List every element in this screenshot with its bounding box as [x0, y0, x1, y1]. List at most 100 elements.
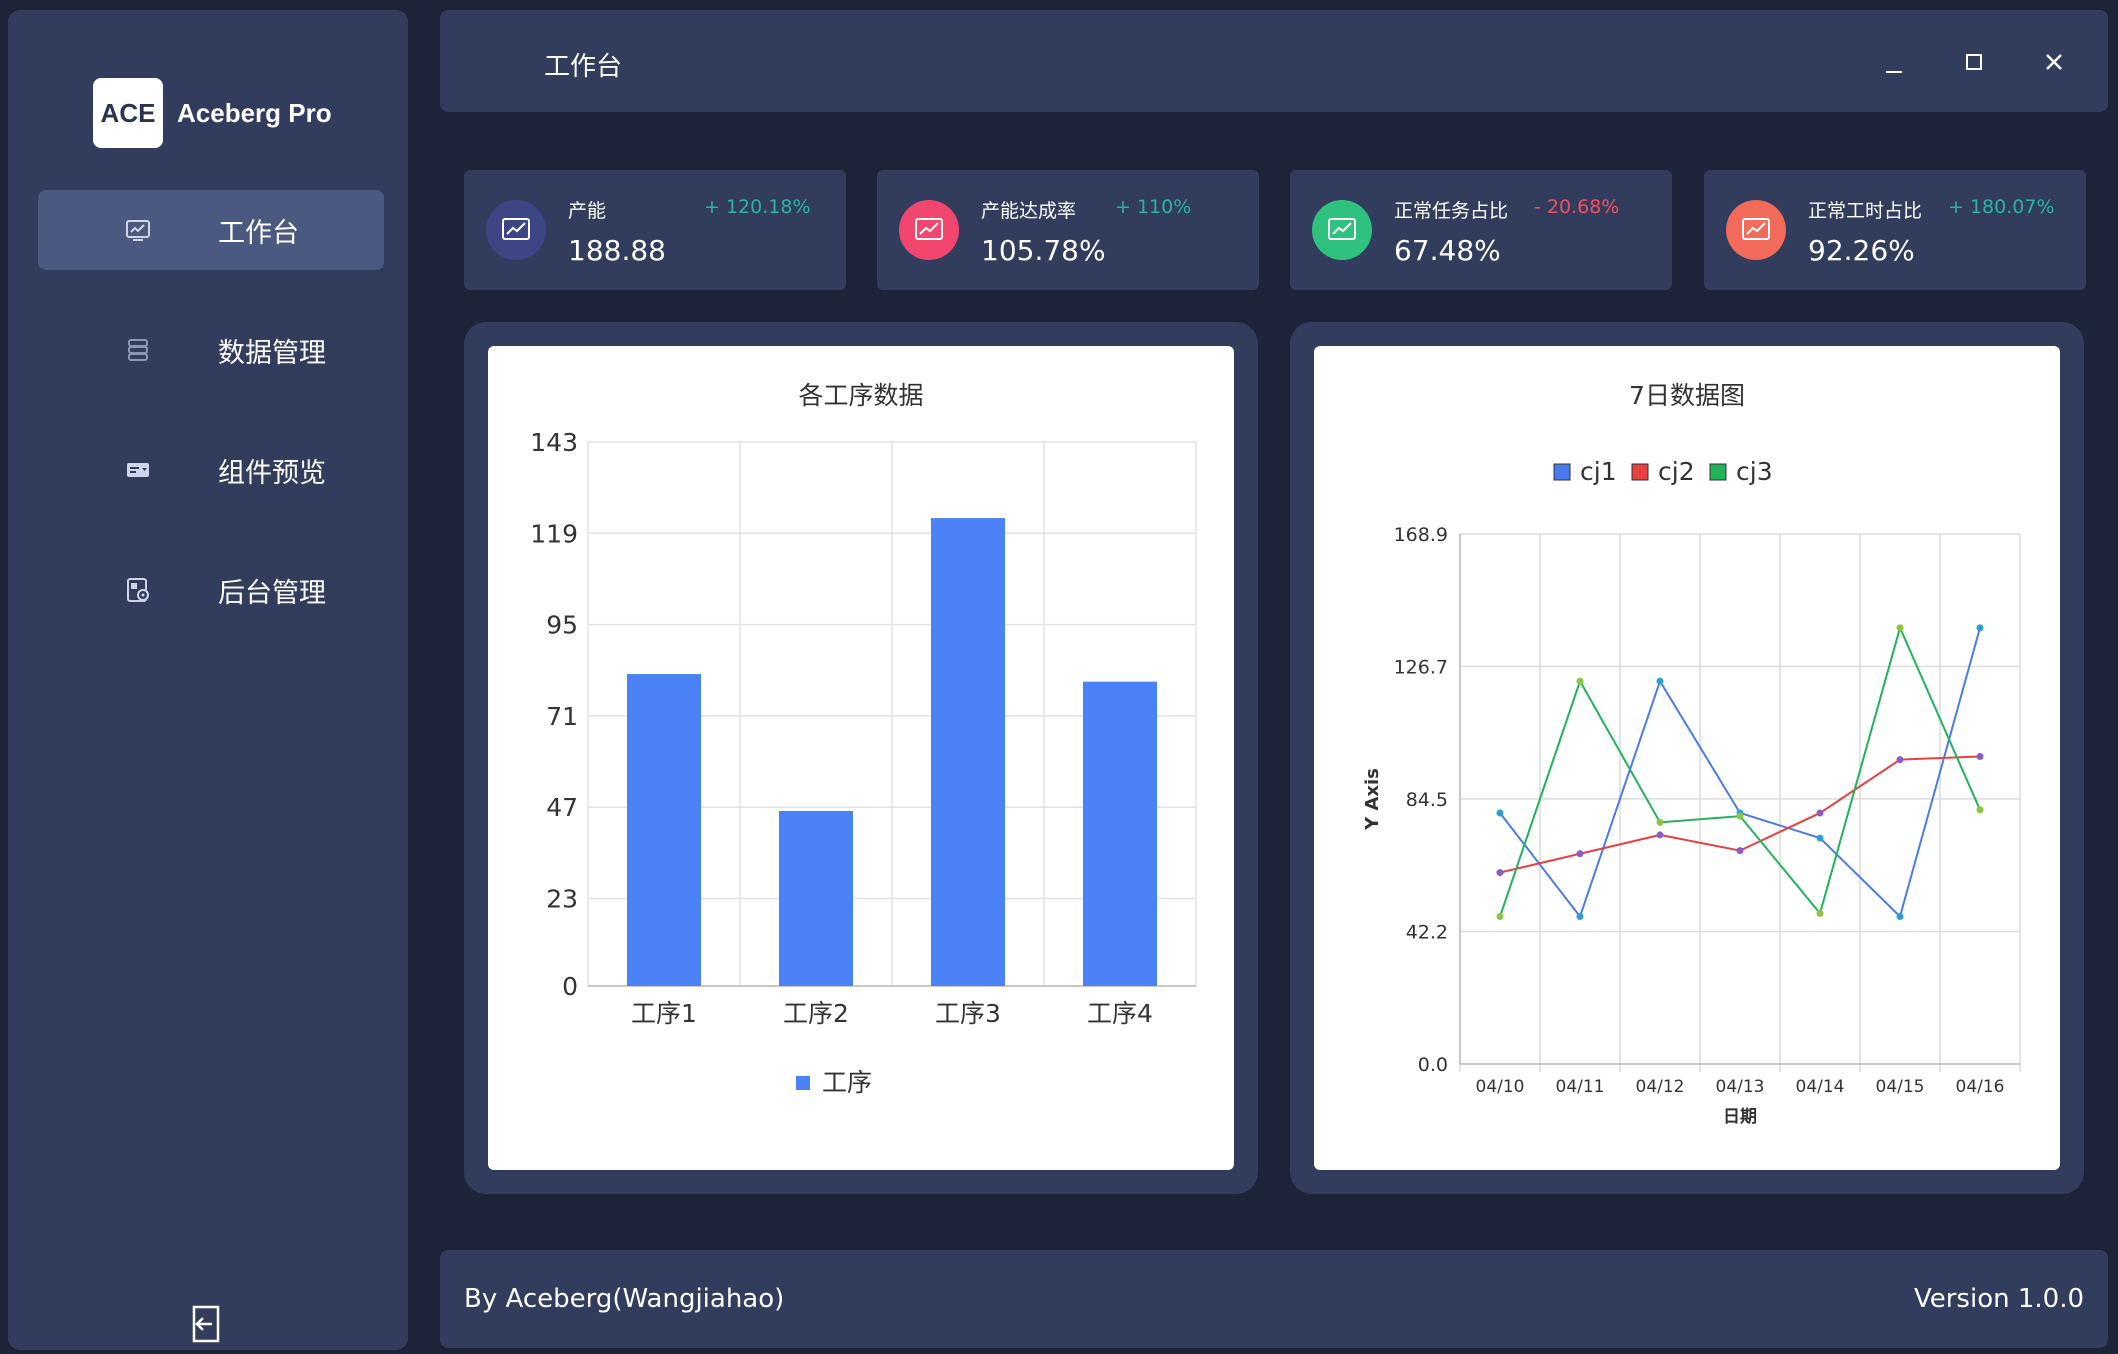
x-tick-label: 04/14	[1796, 1077, 1845, 1097]
maximize-icon	[1966, 54, 1982, 70]
sidebar-item-data[interactable]: 数据管理	[38, 310, 384, 390]
data-point	[1496, 809, 1504, 817]
y-tick-label: 84.5	[1406, 789, 1448, 811]
y-tick-label: 119	[530, 519, 578, 548]
stat-card-capacity: 产能 + 120.18% 188.88	[464, 170, 846, 290]
chart-title: 各工序数据	[798, 381, 923, 410]
data-point	[1816, 834, 1824, 842]
x-tick-label: 04/12	[1636, 1077, 1685, 1097]
minimize-button[interactable]	[1874, 42, 1914, 82]
x-tick-label: 04/11	[1556, 1077, 1605, 1097]
stat-change: - 20.68%	[1534, 196, 1620, 218]
y-tick-label: 42.2	[1406, 922, 1448, 944]
x-tick-label: 04/15	[1876, 1077, 1925, 1097]
chart-title: 7日数据图	[1629, 381, 1745, 410]
data-point	[1976, 752, 1984, 760]
sidebar-item-components[interactable]: 组件预览	[38, 430, 384, 510]
trend-chart-icon	[1742, 218, 1770, 240]
components-icon	[127, 463, 149, 477]
line-chart: 7日数据图 cj1 cj2 cj3 0.0 42.2 84.5 126.7 168.9 04/10…	[1362, 381, 2021, 1127]
legend-label: cj1	[1580, 457, 1617, 486]
stat-label: 产能	[568, 200, 607, 222]
x-tick-label: 04/16	[1956, 1077, 2005, 1097]
data-point	[1896, 756, 1904, 764]
legend-label: cj3	[1736, 457, 1773, 486]
sidebar-item-admin[interactable]: 后台管理	[38, 550, 384, 630]
stat-label: 正常工时占比	[1808, 200, 1923, 222]
footer: By Aceberg(Wangjiahao) Version 1.0.0	[440, 1250, 2108, 1348]
legend-swatch	[796, 1076, 810, 1090]
bar-chart-panel: 各工序数据 0 23 47 71 95 119 143 工序1 工序2 工序3 工序4 工序	[464, 322, 1258, 1194]
stat-change: + 180.07%	[1948, 196, 2055, 218]
series-line-cj1	[1499, 627, 1981, 919]
data-point	[1736, 847, 1744, 855]
y-tick-label: 168.9	[1394, 524, 1448, 546]
y-tick-label: 0.0	[1418, 1054, 1448, 1076]
bar-chart-card: 各工序数据 0 23 47 71 95 119 143 工序1 工序2 工序3 工序4 工序	[488, 346, 1234, 1170]
legend-swatch	[1631, 463, 1649, 481]
stat-label: 产能达成率	[981, 200, 1077, 222]
data-point	[1496, 869, 1504, 877]
admin-icon	[127, 578, 149, 602]
legend-label: cj2	[1658, 457, 1695, 486]
data-point	[1816, 909, 1824, 917]
trend-chart-icon	[502, 218, 530, 240]
data-point	[1976, 806, 1984, 814]
sidebar-item-dashboard[interactable]: 工作台	[38, 190, 384, 270]
footer-version: Version 1.0.0	[1913, 1284, 2084, 1314]
logo-mark: ACE	[93, 78, 163, 148]
trend-chart-icon	[915, 218, 943, 240]
dashboard-icon	[126, 220, 150, 241]
data-point	[1576, 850, 1584, 858]
x-tick-label: 工序1	[631, 999, 697, 1028]
legend-label: 工序	[822, 1068, 872, 1097]
data-point	[1656, 677, 1664, 685]
sidebar-item-label: 组件预览	[218, 457, 326, 489]
logout-icon[interactable]	[190, 1304, 224, 1344]
stat-value: 92.26%	[1808, 234, 1915, 267]
stat-change: + 110%	[1115, 196, 1192, 218]
close-button[interactable]	[2034, 42, 2074, 82]
x-tick-label: 04/13	[1716, 1077, 1765, 1097]
data-point	[1656, 818, 1664, 826]
data-point	[1896, 913, 1904, 921]
page-title: 工作台	[544, 52, 623, 82]
bar	[779, 811, 853, 986]
sidebar-item-label: 工作台	[218, 217, 299, 249]
maximize-button[interactable]	[1954, 42, 1994, 82]
trend-chart-icon	[1328, 218, 1356, 240]
bar	[1083, 681, 1157, 986]
bar	[931, 518, 1005, 986]
bar	[627, 674, 701, 986]
stat-card-rate: 产能达成率 + 110% 105.78%	[877, 170, 1259, 290]
stat-icon-bg	[486, 200, 546, 260]
line-chart-panel: 7日数据图 cj1 cj2 cj3 0.0 42.2 84.5 126.7 168.9 04/10…	[1290, 322, 2084, 1194]
y-axis-label: Y Axis	[1362, 768, 1383, 831]
data-point	[1576, 677, 1584, 685]
y-tick-label: 23	[546, 885, 578, 914]
database-icon	[128, 339, 148, 361]
minimize-icon	[1886, 71, 1902, 73]
stat-card-hours-ratio: 正常工时占比 + 180.07% 92.26%	[1704, 170, 2086, 290]
stat-icon-bg	[1726, 200, 1786, 260]
data-point	[1656, 831, 1664, 839]
data-point	[1496, 913, 1504, 921]
x-tick-label: 04/10	[1476, 1077, 1525, 1097]
y-tick-label: 71	[546, 702, 578, 731]
x-tick-label: 工序3	[935, 999, 1001, 1028]
x-axis-label: 日期	[1723, 1107, 1757, 1127]
sidebar-item-label: 后台管理	[218, 577, 326, 609]
legend-swatch	[1553, 463, 1571, 481]
data-point	[1896, 624, 1904, 632]
y-tick-label: 0	[562, 972, 578, 1001]
footer-credit: By Aceberg(Wangjiahao)	[464, 1284, 785, 1314]
x-tick-label: 工序4	[1087, 999, 1153, 1028]
data-point	[1976, 624, 1984, 632]
line-chart-card: 7日数据图 cj1 cj2 cj3 0.0 42.2 84.5 126.7 168.9 04/10…	[1314, 346, 2060, 1170]
stat-value: 105.78%	[981, 234, 1106, 267]
stat-value: 188.88	[568, 234, 666, 267]
title-bar: 工作台	[440, 10, 2108, 112]
y-tick-label: 47	[546, 793, 578, 822]
data-point	[1736, 812, 1744, 820]
sidebar: ACE Aceberg Pro 工作台 数据管理 组件预览	[8, 10, 408, 1350]
